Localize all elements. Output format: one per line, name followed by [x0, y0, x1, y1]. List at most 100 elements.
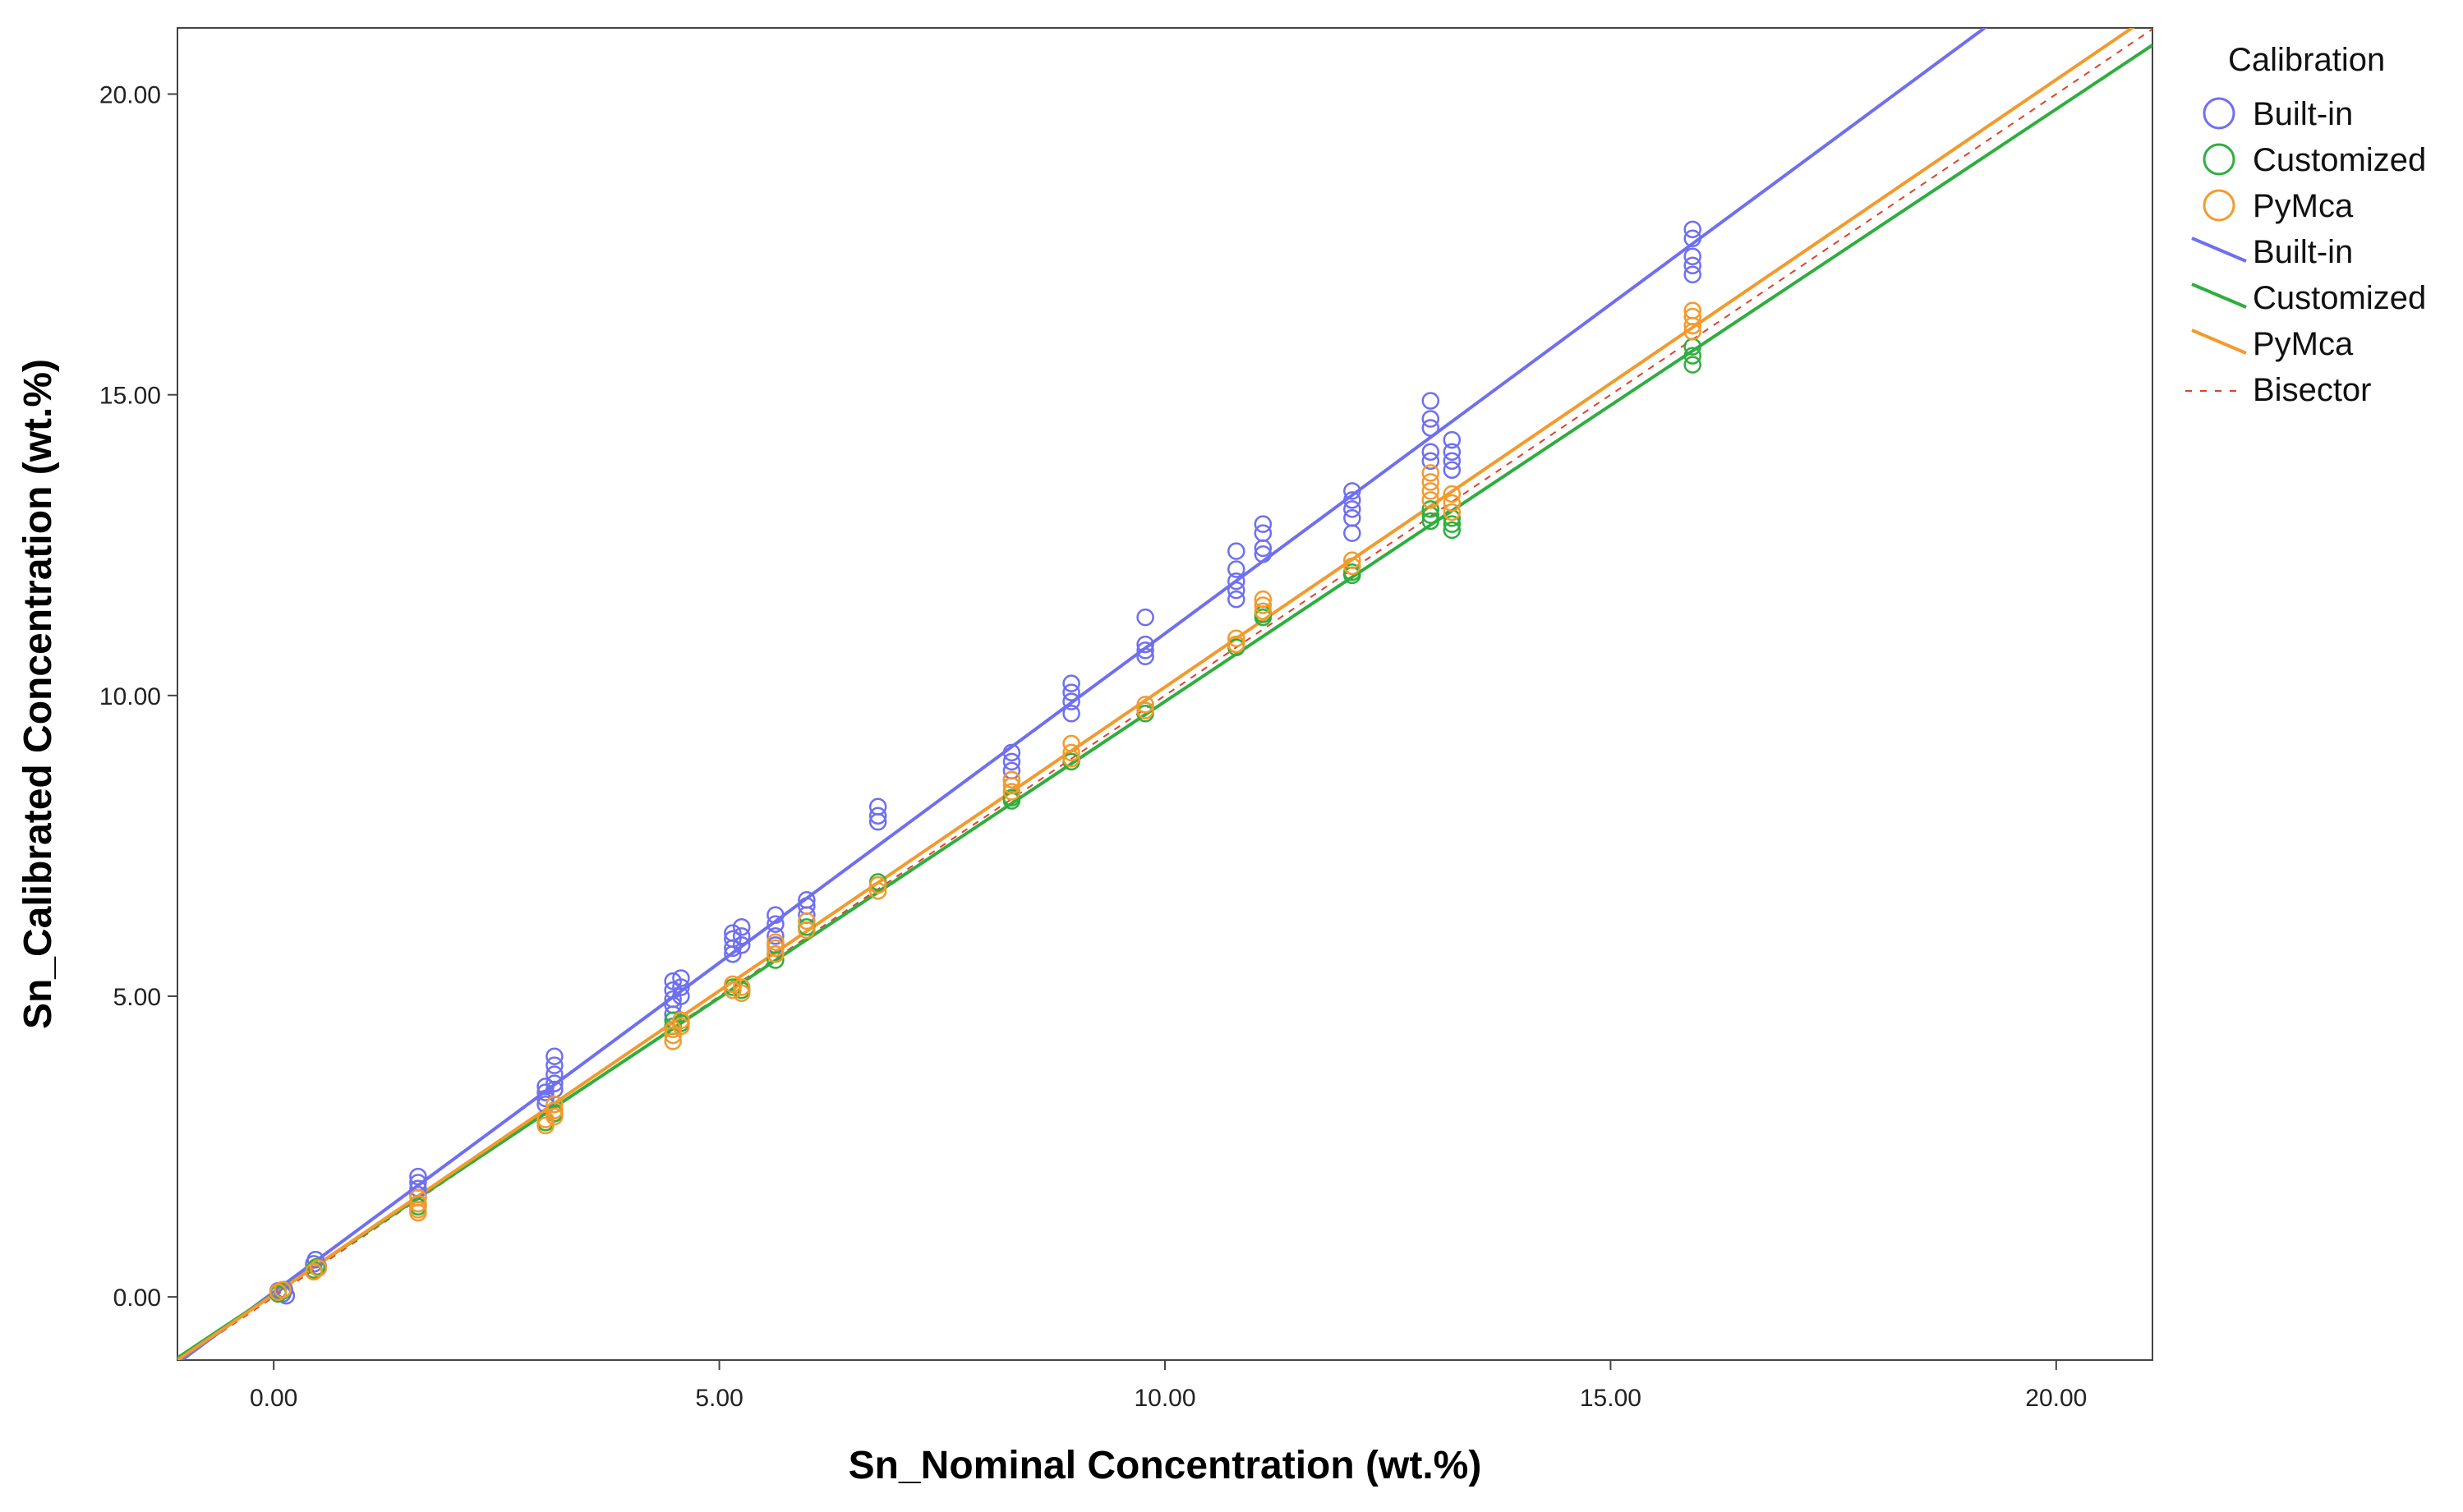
point-built-in	[1421, 392, 1440, 410]
point-built-in	[1136, 608, 1154, 627]
point-built-in	[724, 939, 742, 958]
point-pymca	[672, 1011, 690, 1030]
legend-label: Built-in	[2253, 234, 2353, 270]
legend-line-pymca-icon	[2191, 329, 2247, 355]
legend-title: Calibration	[2228, 42, 2385, 78]
x-axis-title: Sn_Nominal Concentration (wt.%)	[849, 1444, 1482, 1487]
point-built-in	[767, 926, 785, 945]
y-tick-label: 10.00	[99, 683, 161, 710]
y-tick-label: 20.00	[99, 82, 161, 109]
point-built-in	[1062, 683, 1080, 701]
y-tick-label: 0.00	[113, 1285, 161, 1312]
point-pymca	[274, 1280, 292, 1299]
legend-marker-customized-icon	[2203, 143, 2235, 176]
point-customized	[1443, 521, 1462, 540]
point-built-in	[1062, 692, 1080, 710]
point-pymca	[409, 1194, 427, 1213]
point-pymca	[1421, 491, 1440, 509]
point-built-in	[1421, 410, 1440, 428]
point-built-in	[1443, 461, 1462, 479]
point-built-in	[1443, 443, 1462, 462]
point-pymca	[732, 984, 751, 1003]
point-pymca	[1683, 323, 1701, 341]
legend-line-built-in-icon	[2191, 237, 2247, 263]
point-pymca	[1421, 473, 1440, 491]
point-built-in	[536, 1089, 555, 1108]
point-built-in	[1002, 743, 1021, 762]
point-pymca	[1136, 696, 1154, 714]
point-pymca	[767, 939, 785, 958]
y-axis: 0.00 5.00 10.00 15.00 20.00	[99, 82, 177, 1312]
point-pymca	[1254, 602, 1273, 621]
point-pymca	[1062, 743, 1080, 762]
point-pymca	[1443, 494, 1462, 512]
point-built-in	[1254, 545, 1273, 563]
legend-label: PyMca	[2253, 188, 2354, 224]
x-tick-label: 20.00	[2025, 1385, 2087, 1412]
point-pymca	[1683, 316, 1701, 335]
point-pymca	[1443, 485, 1462, 503]
x-tick-label: 10.00	[1134, 1385, 1195, 1412]
point-pymca	[1343, 557, 1361, 576]
legend-marker-built-in-icon	[2203, 97, 2235, 130]
point-built-in	[767, 915, 785, 933]
point-built-in	[1136, 635, 1154, 654]
point-pymca	[1002, 770, 1021, 789]
point-built-in	[672, 978, 690, 996]
point-pymca	[546, 1096, 564, 1114]
point-pymca	[536, 1110, 555, 1128]
point-built-in	[1683, 220, 1701, 239]
y-tick-label: 15.00	[99, 383, 161, 410]
point-pymca	[732, 978, 751, 996]
point-pymca	[672, 1017, 690, 1036]
point-built-in	[1227, 572, 1245, 591]
point-pymca	[1254, 590, 1273, 609]
point-built-in	[868, 807, 887, 825]
point-built-in	[1343, 491, 1361, 509]
point-built-in	[1683, 256, 1701, 275]
point-built-in	[1254, 539, 1273, 558]
point-built-in	[1343, 524, 1361, 542]
point-built-in	[1343, 500, 1361, 518]
point-built-in	[546, 1074, 564, 1092]
point-pymca	[1062, 749, 1080, 768]
point-customized	[1443, 515, 1462, 533]
point-customized	[1002, 788, 1021, 807]
point-pymca	[309, 1259, 328, 1277]
point-pymca	[1443, 503, 1462, 522]
x-tick-label: 0.00	[250, 1385, 297, 1412]
point-built-in	[1421, 452, 1440, 470]
point-pymca	[1343, 551, 1361, 569]
x-tick-label: 15.00	[1580, 1385, 1641, 1412]
fit-line-pymca	[177, 28, 2135, 1360]
point-built-in	[1136, 641, 1154, 659]
fit-line-customized	[177, 44, 2152, 1360]
point-pymca	[798, 921, 816, 940]
point-pymca	[1002, 783, 1021, 801]
point-built-in	[672, 969, 690, 987]
point-built-in	[1683, 229, 1701, 248]
point-pymca	[724, 981, 742, 1000]
point-pymca	[1421, 464, 1440, 482]
point-built-in	[1227, 590, 1245, 609]
point-customized	[1421, 500, 1440, 518]
point-built-in	[1343, 482, 1361, 500]
legend-label: Customized	[2253, 280, 2426, 316]
point-pymca	[1421, 482, 1440, 500]
point-built-in	[1062, 705, 1080, 723]
point-customized	[1683, 356, 1701, 374]
point-pymca	[798, 912, 816, 931]
point-pymca	[1254, 596, 1273, 614]
point-pymca	[1227, 635, 1245, 654]
point-customized	[1421, 512, 1440, 531]
point-built-in	[1421, 443, 1440, 462]
point-pymca	[868, 882, 887, 900]
point-built-in	[536, 1078, 555, 1096]
point-pymca	[546, 1107, 564, 1126]
point-pymca	[1136, 701, 1154, 719]
point-pymca	[767, 944, 785, 963]
point-built-in	[1227, 581, 1245, 600]
y-tick-label: 5.00	[113, 984, 161, 1011]
